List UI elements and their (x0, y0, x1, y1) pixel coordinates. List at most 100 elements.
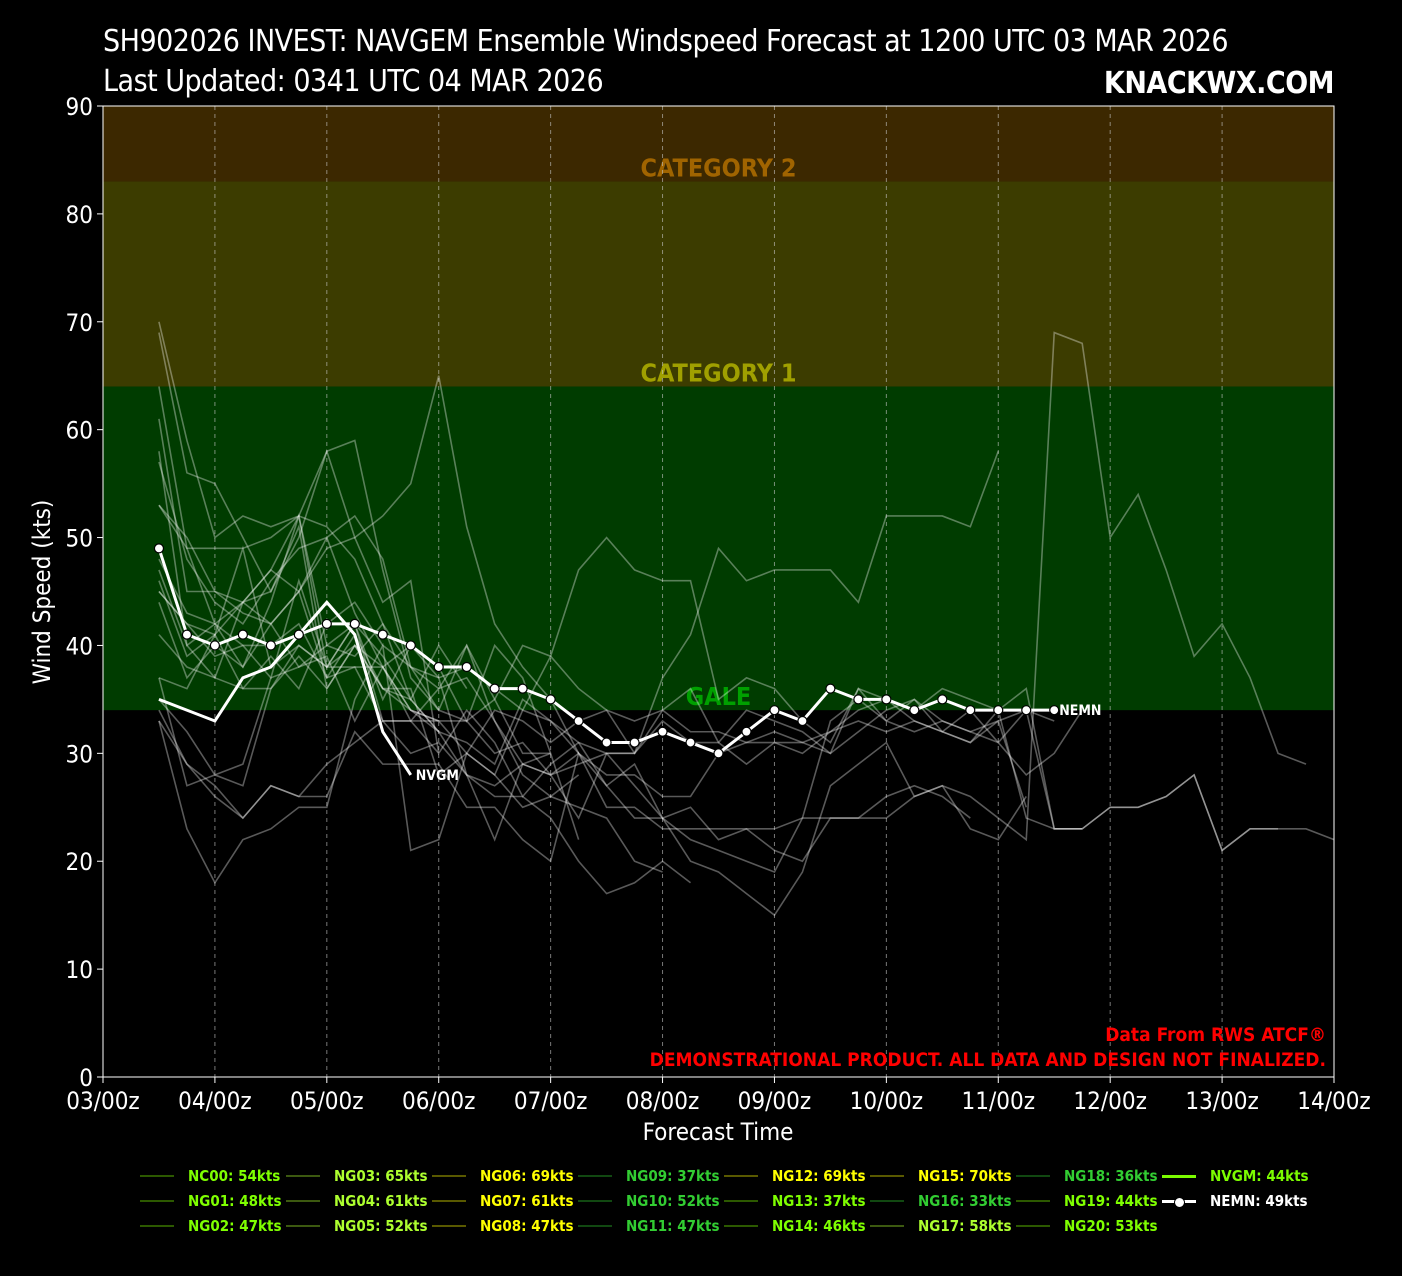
band-category-1 (103, 181, 1334, 387)
member-line-ng06 (158, 332, 1027, 863)
brand-logo-text: KNACKWX.COM (1103, 66, 1335, 101)
legend-entry: NG04: 61kts (286, 1190, 427, 1212)
legend-entry: NG06: 69kts (432, 1165, 573, 1187)
member-line-ng01 (158, 504, 580, 840)
legend-swatch (432, 1200, 466, 1202)
nemn-point (153, 543, 165, 554)
y-tick-label: 90 (66, 93, 93, 121)
legend-swatch (140, 1200, 174, 1202)
legend-label: NG10: 52kts (626, 1192, 720, 1210)
y-tick-label: 80 (66, 201, 93, 229)
legend-entry: NG18: 36kts (1016, 1165, 1157, 1187)
x-tick-label: 08/00z (626, 1087, 700, 1115)
source-note: Data From RWS ATCF® (1105, 1024, 1326, 1046)
legend-label: NG03: 65kts (334, 1167, 428, 1185)
member-line-ng10 (158, 642, 1279, 885)
legend-entry: NG01: 48kts (140, 1190, 281, 1212)
series-end-label-nemn: NEMN (1059, 703, 1101, 719)
legend-swatch (724, 1175, 758, 1177)
legend-swatch (578, 1175, 612, 1177)
legend-entry: NG07: 61kts (432, 1190, 573, 1212)
member-line-ng15 (158, 558, 971, 874)
nemn-point (937, 694, 948, 705)
x-tick-label: 09/00z (738, 1087, 812, 1115)
nemn-point (265, 640, 276, 651)
vertical-gridlines (214, 106, 1223, 1077)
member-line-ng16 (158, 698, 1083, 820)
legend-label: NG06: 69kts (480, 1167, 574, 1185)
legend-swatch (870, 1225, 904, 1227)
chart-subtitle: Last Updated: 0341 UTC 04 MAR 2026 (103, 64, 604, 99)
band-label-category-2: CATEGORY 2 (641, 154, 797, 183)
member-line-ng09 (158, 698, 1083, 863)
chart-title: SH902026 INVEST: NAVGEM Ensemble Windspe… (103, 24, 1229, 59)
x-tick-label: 11/00z (961, 1087, 1035, 1115)
legend-swatch (1016, 1175, 1050, 1177)
legend-label: NG12: 69kts (772, 1167, 866, 1185)
member-line-ng08 (158, 450, 1000, 820)
plot-frame (102, 105, 1335, 1078)
legend-swatch (1162, 1174, 1196, 1178)
band-gale (103, 386, 1334, 711)
legend-entry: NG10: 52kts (578, 1190, 719, 1212)
legend-label: NG09: 37kts (626, 1167, 720, 1185)
legend-label: NG05: 52kts (334, 1217, 428, 1235)
member-line-ng07 (158, 331, 1307, 917)
legend-entry: NG08: 47kts (432, 1215, 573, 1237)
legend-label: NG15: 70kts (918, 1167, 1012, 1185)
legend-entry: NG16: 33kts (870, 1190, 1011, 1212)
member-line-ng14 (158, 545, 580, 754)
legend-marker-dot (1174, 1196, 1185, 1208)
x-tick-label: 14/00z (1297, 1087, 1371, 1115)
legend-swatch (870, 1200, 904, 1202)
member-line-ng17 (158, 461, 1335, 852)
x-tick-label: 03/00z (66, 1087, 140, 1115)
legend-entry: NG15: 70kts (870, 1165, 1011, 1187)
x-tick-label: 13/00z (1185, 1087, 1259, 1115)
nemn-point (881, 694, 892, 705)
y-axis-label: Wind Speed (kts) (28, 500, 56, 685)
member-line-ng02 (158, 580, 580, 809)
nemn-point (629, 737, 640, 748)
y-tick-label: 40 (66, 632, 93, 660)
nemn-point (461, 661, 472, 673)
nemn-point (769, 705, 780, 716)
legend-entry: NG09: 37kts (578, 1165, 719, 1187)
nemn-point (545, 694, 556, 705)
legend-entry: NG17: 58kts (870, 1215, 1011, 1237)
legend-label: NG19: 44kts (1064, 1192, 1158, 1210)
legend-swatch (432, 1225, 466, 1227)
legend-entry: NC00: 54kts (140, 1165, 280, 1187)
legend-entry: NG02: 47kts (140, 1215, 281, 1237)
legend-label: NG16: 33kts (918, 1192, 1012, 1210)
legend-label: NVGM: 44kts (1210, 1167, 1309, 1185)
legend-entry: NEMN: 49kts (1162, 1190, 1308, 1212)
nemn-point (489, 683, 500, 694)
x-tick-label: 04/00z (178, 1087, 252, 1115)
nemn-point (1021, 705, 1032, 716)
nemn-point (965, 705, 976, 716)
axes: 0 10 20 30 40 50 60 70 80 90 03/00z 04/00z 05/00z 06/… (66, 93, 1371, 1115)
legend-swatch (140, 1175, 174, 1177)
x-tick-label: 10/00z (850, 1087, 924, 1115)
y-tick-label: 30 (66, 740, 93, 768)
nemn-point (573, 715, 584, 727)
legend-entry: NG19: 44kts (1016, 1190, 1157, 1212)
nemn-point (685, 737, 696, 748)
nemn-point (1049, 705, 1060, 716)
legend-label: NG02: 47kts (188, 1217, 282, 1235)
y-tick-label: 50 (66, 525, 93, 553)
legend-entry: NG13: 37kts (724, 1190, 865, 1212)
main-series-lines: NVGM NEMN (153, 543, 1101, 784)
band-label-gale: GALE (686, 682, 752, 711)
nemn-point (853, 694, 864, 705)
x-axis-label: Forecast Time (643, 1118, 794, 1146)
member-line-ng04 (158, 451, 692, 895)
legend-entry: NG20: 53kts (1016, 1215, 1157, 1237)
nemn-point (825, 683, 836, 694)
legend-entry: NVGM: 44kts (1162, 1165, 1309, 1187)
disclaimer-note: DEMONSTRATIONAL PRODUCT. ALL DATA AND DE… (650, 1049, 1326, 1071)
legend-swatch (1016, 1200, 1050, 1202)
legend-swatch (286, 1200, 320, 1202)
legend-label: NG18: 36kts (1064, 1167, 1158, 1185)
